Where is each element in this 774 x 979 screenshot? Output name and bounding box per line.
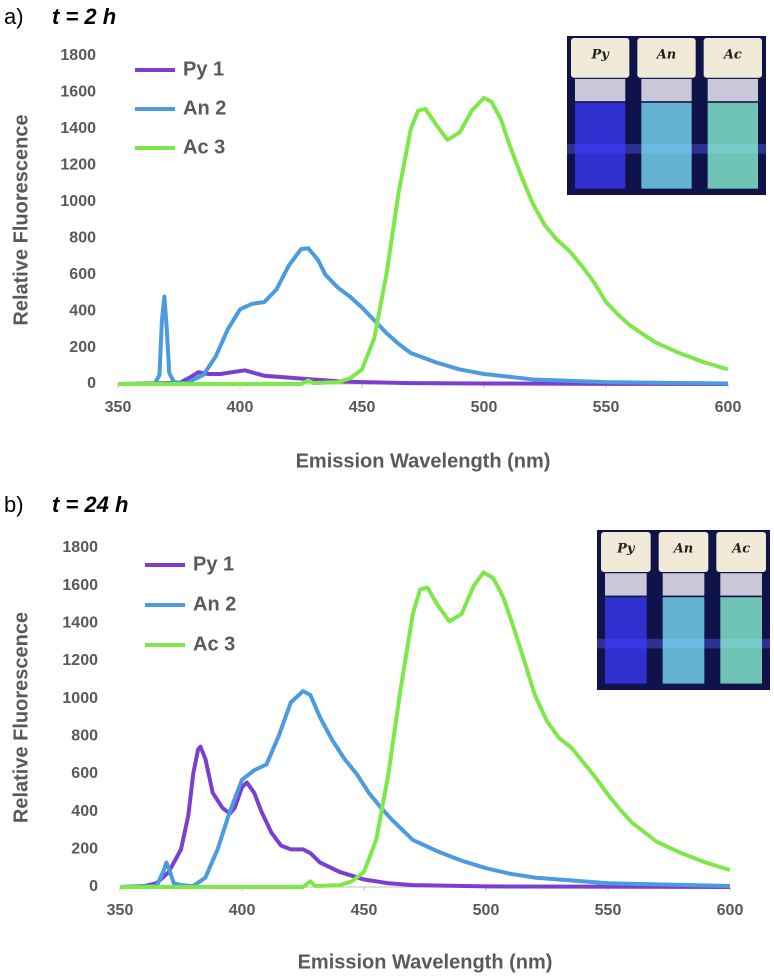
vial-neck — [662, 573, 705, 596]
y-tick-label: 1400 — [60, 120, 96, 137]
vial-body — [720, 597, 762, 684]
vial-body — [641, 102, 692, 189]
y-tick-label: 1800 — [62, 539, 98, 556]
y-tick-label: 1800 — [60, 47, 96, 64]
series-line — [120, 570, 731, 889]
vial-neck — [720, 573, 762, 596]
x-tick-label: 350 — [107, 902, 134, 919]
panel-title: t = 2 h — [52, 4, 116, 29]
y-tick-label: 1600 — [60, 84, 96, 101]
y-tick-label: 600 — [71, 765, 98, 782]
series-line — [118, 95, 729, 386]
y-tick-label: 800 — [71, 728, 98, 745]
vial-cap — [716, 532, 766, 572]
x-tick-label: 450 — [351, 902, 378, 919]
x-tick-label: 450 — [349, 399, 376, 416]
panel-label: b) — [4, 492, 24, 517]
legend-label: Py 1 — [193, 553, 234, 575]
y-tick-label: 200 — [69, 339, 96, 356]
y-tick-label: 1000 — [60, 193, 96, 210]
vial-label: An — [655, 48, 677, 63]
series-line — [117, 368, 729, 386]
x-tick-label: 400 — [227, 399, 254, 416]
x-tick-label: 500 — [473, 902, 500, 919]
series-line — [118, 246, 729, 386]
y-tick-label: 1000 — [62, 690, 98, 707]
vial-label: Py — [616, 542, 636, 557]
y-tick-label: 0 — [87, 375, 96, 392]
vial-neck — [575, 78, 626, 102]
y-tick-label: 1200 — [62, 652, 98, 669]
x-tick-label: 350 — [105, 399, 132, 416]
legend-label: An 2 — [193, 593, 236, 615]
panel-label: a) — [4, 4, 24, 29]
y-axis-label: Relative Fluorescence — [10, 612, 32, 823]
vial-cap — [601, 532, 651, 572]
panel-title: t = 24 h — [52, 492, 128, 517]
y-tick-label: 1400 — [62, 615, 98, 632]
x-tick-label: 550 — [593, 399, 620, 416]
vial-label: Ac — [730, 542, 750, 557]
vial-body — [605, 597, 647, 684]
y-tick-label: 400 — [71, 803, 98, 820]
vial-body — [707, 102, 758, 189]
x-tick-label: 600 — [717, 902, 744, 919]
vial-cap — [703, 38, 762, 78]
y-axis-label: Relative Fluorescence — [10, 114, 32, 325]
legend-label: An 2 — [183, 97, 226, 119]
legend-label: Ac 3 — [193, 633, 235, 655]
vial-label: Py — [590, 48, 610, 63]
vial-cap — [658, 532, 709, 572]
y-tick-label: 1600 — [62, 577, 98, 594]
panel: a) t = 2 h Py An Ac 0 200 400 600 800 1000 1200 1400… — [4, 4, 766, 472]
vial-label: An — [672, 542, 694, 557]
panel: b) t = 24 h Py An Ac 0 200 400 600 800 1000 1200 140… — [4, 492, 770, 973]
vial-neck — [707, 78, 758, 102]
x-axis-label: Emission Wavelength (nm) — [296, 450, 551, 472]
x-tick-label: 600 — [715, 399, 742, 416]
y-tick-label: 0 — [89, 878, 98, 895]
series-line — [119, 744, 731, 889]
vial-neck — [641, 78, 692, 102]
y-tick-label: 400 — [69, 302, 96, 319]
vial-cap — [571, 38, 630, 78]
vial-cap — [637, 38, 696, 78]
legend-label: Py 1 — [183, 58, 224, 80]
vial-body — [662, 597, 705, 684]
y-tick-label: 800 — [69, 229, 96, 246]
y-tick-label: 200 — [71, 841, 98, 858]
x-tick-label: 400 — [229, 902, 256, 919]
series-line — [119, 689, 731, 889]
vial-body — [575, 102, 626, 189]
x-tick-label: 550 — [595, 902, 622, 919]
vial-neck — [605, 573, 647, 596]
y-tick-label: 600 — [69, 266, 96, 283]
vial-label: Ac — [722, 48, 742, 63]
y-tick-label: 1200 — [60, 157, 96, 174]
x-axis-label: Emission Wavelength (nm) — [298, 951, 553, 973]
legend-label: Ac 3 — [183, 136, 225, 158]
x-tick-label: 500 — [471, 399, 498, 416]
